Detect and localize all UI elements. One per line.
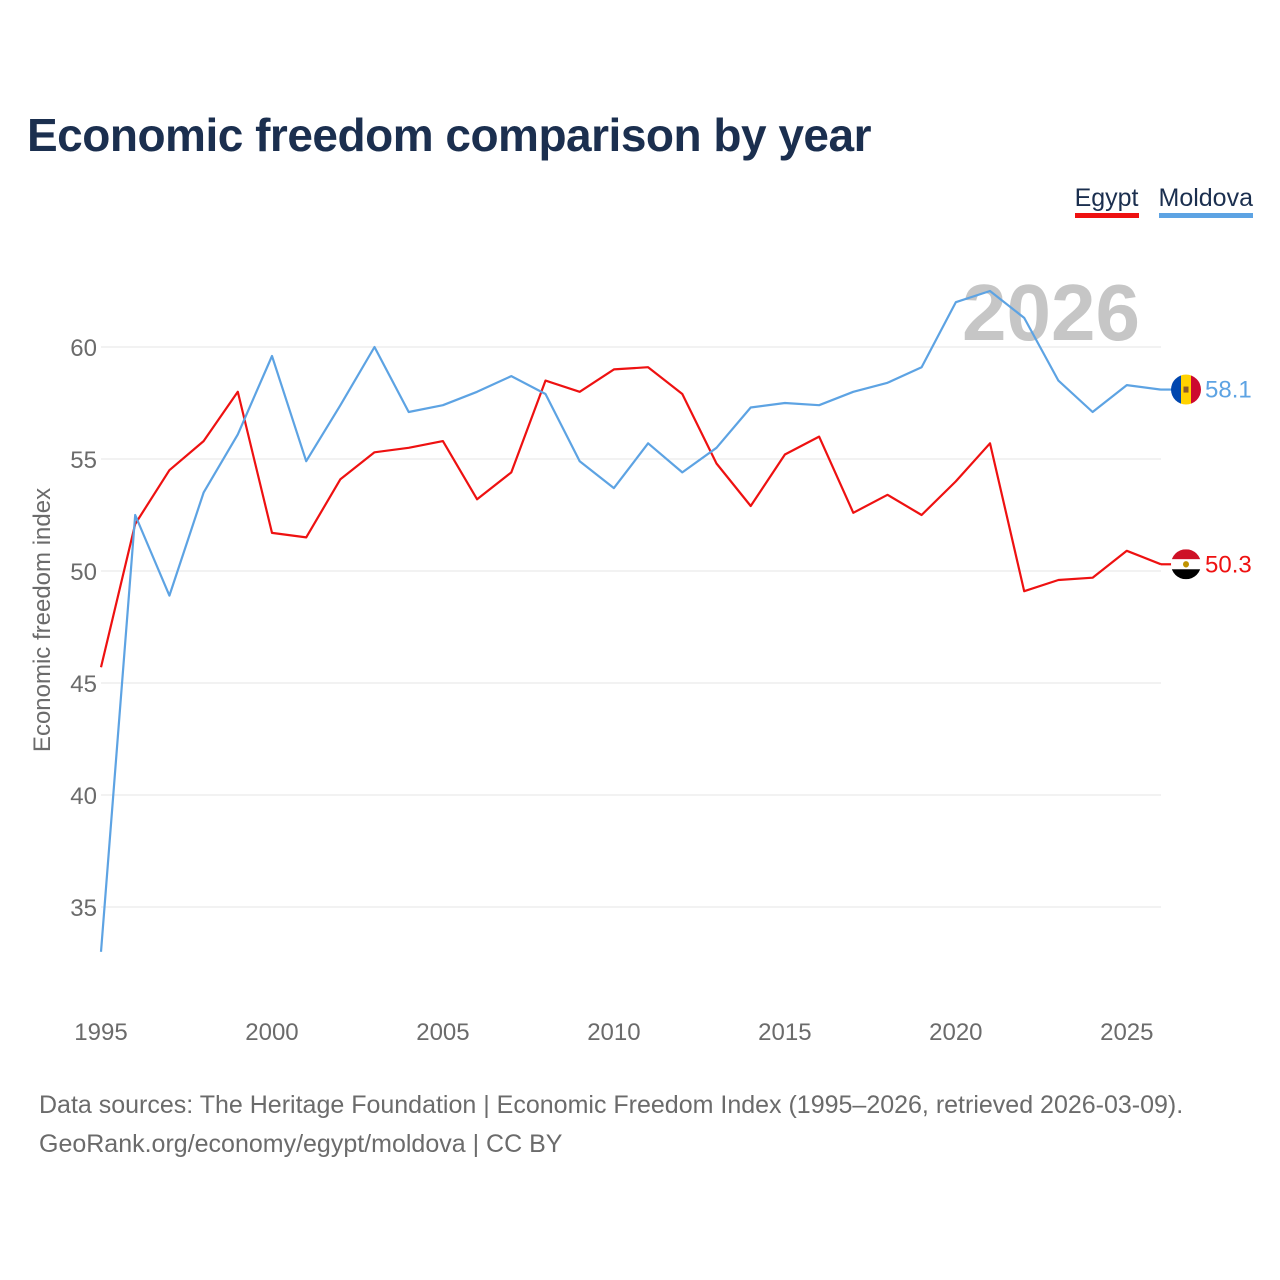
x-tick-label: 2025 xyxy=(1100,1019,1153,1046)
series-line-moldova[interactable] xyxy=(99,289,1162,952)
year-watermark: 2026 xyxy=(962,268,1140,357)
x-tick-label: 2015 xyxy=(758,1019,811,1046)
footer-sources: Data sources: The Heritage Foundation | … xyxy=(39,1091,1184,1119)
end-value-label-egypt: 50.3 xyxy=(1205,551,1252,578)
y-tick-label: 40 xyxy=(70,783,97,810)
x-tick-label: 2020 xyxy=(929,1019,982,1046)
y-tick-label: 55 xyxy=(70,447,97,474)
y-tick-label: 50 xyxy=(70,559,97,586)
footer-url: GeoRank.org/economy/egypt/moldova | CC B… xyxy=(39,1130,563,1158)
y-tick-label: 45 xyxy=(70,671,97,698)
moldova-flag-icon xyxy=(1171,374,1201,405)
x-tick-label: 2005 xyxy=(416,1019,469,1046)
x-tick-label: 1995 xyxy=(74,1019,127,1046)
x-tick-label: 2000 xyxy=(245,1019,298,1046)
legend-item-moldova[interactable]: Moldova xyxy=(1158,184,1253,218)
legend-item-egypt[interactable]: Egypt xyxy=(1074,184,1139,218)
line-chart: 2026 35 40 45 50 55 60 1995 2000 2005 2010 2015 20… xyxy=(29,268,1252,1046)
chart-title: Economic freedom comparison by year xyxy=(27,109,872,161)
x-tick-label: 2010 xyxy=(587,1019,640,1046)
legend: Egypt Moldova xyxy=(1074,184,1253,218)
end-value-label-moldova: 58.1 xyxy=(1205,377,1252,404)
y-axis-label: Economic freedom index xyxy=(29,488,56,752)
series-line-egypt[interactable] xyxy=(99,366,1162,668)
egypt-flag-icon xyxy=(1171,549,1201,580)
y-tick-label: 60 xyxy=(70,335,97,362)
footer: Data sources: The Heritage Foundation | … xyxy=(39,1086,1183,1164)
y-tick-label: 35 xyxy=(70,895,97,922)
